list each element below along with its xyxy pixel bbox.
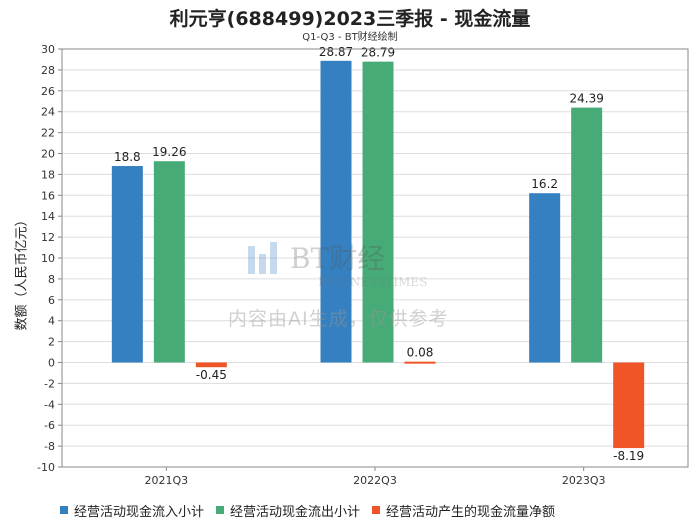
y-tick-label: 22 [41,127,55,140]
y-tick-label: 0 [48,357,55,370]
plot-frame [61,48,689,468]
y-tick-label: -2 [44,377,55,390]
legend-label-outflow: 经营活动现金流出小计 [230,504,361,520]
data-label: -0.45 [196,368,227,382]
y-tick-label: 14 [41,210,55,223]
x-tick-layer: 2021Q3 2022Q3 2023Q3 [145,467,606,487]
x-tick-label: 2021Q3 [145,474,189,487]
legend-swatch-outflow [216,506,225,514]
y-tick-label: -8 [44,440,55,453]
logo-text: BT财经 [290,242,385,275]
bar-2023Q3-series-2 [613,362,645,449]
y-tick-label: 2 [48,336,55,349]
logo-bar-icon [248,246,255,274]
y-tick-label: 10 [41,252,55,265]
data-label: 18.8 [114,150,141,164]
y-tick-label: 28 [41,64,55,77]
data-label: 16.2 [531,177,558,191]
legend-label-inflow: 经营活动现金流入小计 [74,504,205,520]
legend-item-inflow: 经营活动现金流入小计 [60,501,204,520]
bar-2023Q3-series-1 [571,107,603,363]
ai-notice-watermark: 内容由AI生成，仅供参考 [228,308,449,330]
y-tick-label: 18 [41,168,55,181]
y-tick-label: -10 [37,461,55,474]
bar-2022Q3-series-1 [362,61,394,363]
data-label: 24.39 [569,92,603,106]
chart-subtitle: Q1-Q3 - BT财经绘制 [302,32,398,43]
legend-item-outflow: 经营活动现金流出小计 [216,501,360,520]
logo-bar-icon [259,254,266,274]
y-tick-label: 4 [48,315,55,328]
legend-swatch-inflow [60,506,68,514]
y-tick-label: -4 [44,398,55,411]
y-tick-label: 8 [48,273,55,286]
legend-item-net: 经营活动产生的现金流量净额 [372,501,555,520]
y-tick-label: 20 [41,148,55,161]
data-label: 0.08 [407,346,434,360]
data-label: 19.26 [152,145,186,159]
chart-title: 利元亨(688499)2023三季报 - 现金流量 [169,8,531,30]
y-tick-label: 26 [41,85,55,98]
x-tick-label: 2022Q3 [353,474,397,487]
data-label: 28.79 [361,46,395,60]
x-tick-label: 2023Q3 [562,474,606,487]
y-tick-label: 30 [41,43,55,56]
data-label: 28.87 [319,45,353,59]
legend-swatch-net [372,506,381,514]
bar-2022Q3-series-0 [320,60,352,363]
y-tick-label: -6 [44,419,55,432]
bar-2021Q3-series-2 [195,362,227,368]
legend-label-net: 经营活动产生的现金流量净额 [386,504,556,520]
bar-2023Q3-series-0 [529,193,561,363]
bar-layer [111,60,645,449]
bar-2021Q3-series-1 [153,161,185,363]
logo-subtext: BUSINESSTIMES [318,275,427,289]
legend: 经营活动现金流入小计 经营活动现金流出小计 经营活动产生的现金流量净额 [60,501,567,520]
bt-logo-watermark: BT财经 BUSINESSTIMES [248,242,427,289]
bar-2022Q3-series-2 [404,361,436,364]
y-tick-label: 12 [41,231,55,244]
y-tick-label: 6 [48,294,55,307]
y-tick-label: 24 [41,106,55,119]
logo-bar-icon [270,242,277,274]
bar-2021Q3-series-0 [111,166,143,363]
y-tick-label: 16 [41,189,55,202]
data-label: -8.19 [613,449,644,463]
